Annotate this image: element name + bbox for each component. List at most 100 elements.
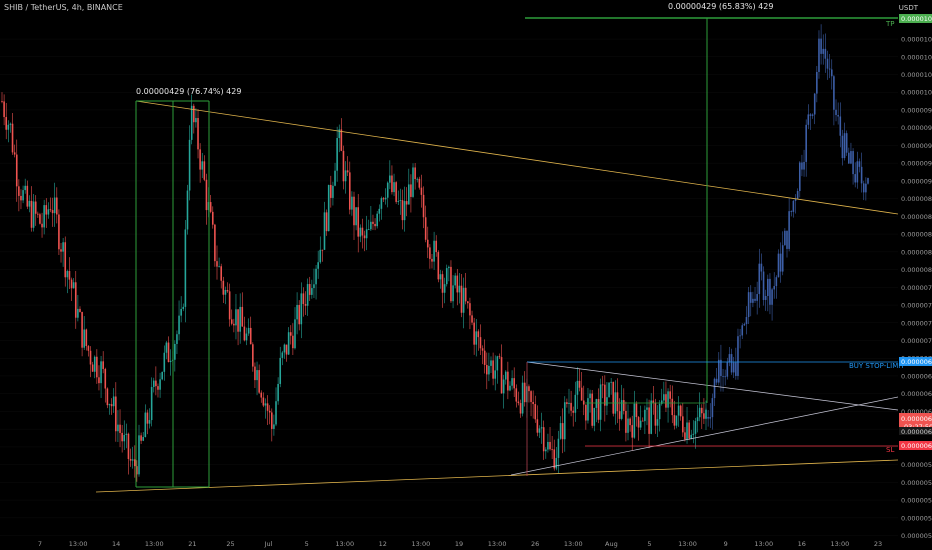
candle bbox=[308, 276, 311, 301]
y-tick-label: 0.00001040 bbox=[901, 53, 932, 61]
candle bbox=[696, 405, 699, 433]
candle bbox=[395, 181, 397, 204]
sl-price-badge[interactable]: 0.00000604 bbox=[899, 441, 932, 450]
candle bbox=[618, 398, 621, 431]
candle bbox=[72, 278, 75, 289]
y-tick-label: 0.00000740 bbox=[901, 319, 932, 327]
x-tick-label: 13:00 bbox=[831, 540, 850, 548]
candle bbox=[353, 191, 355, 240]
candle bbox=[300, 282, 303, 339]
x-tick-label: 13:00 bbox=[754, 540, 773, 548]
projection-candle bbox=[781, 231, 784, 276]
candle bbox=[241, 292, 244, 327]
candle bbox=[509, 381, 511, 392]
wedge-lower-line[interactable] bbox=[95, 459, 899, 493]
candle bbox=[146, 409, 149, 435]
candle bbox=[698, 392, 701, 422]
candle bbox=[445, 264, 448, 287]
projection-candle bbox=[745, 306, 748, 335]
candle bbox=[85, 328, 88, 351]
candle bbox=[365, 215, 368, 251]
projection-candle bbox=[839, 102, 842, 148]
candle bbox=[582, 385, 585, 416]
candle bbox=[186, 184, 189, 235]
candle bbox=[359, 224, 362, 243]
candle bbox=[77, 295, 79, 322]
triangle-lower-line[interactable] bbox=[510, 396, 899, 476]
candle bbox=[129, 448, 132, 467]
buy-price-badge[interactable]: 0.00000699 bbox=[899, 357, 932, 366]
wedge-upper-line[interactable] bbox=[135, 100, 899, 215]
candle bbox=[374, 218, 376, 231]
tp-price-badge[interactable]: 0.00001079 bbox=[899, 14, 932, 23]
candle bbox=[258, 364, 260, 394]
candle bbox=[547, 433, 549, 453]
candle bbox=[296, 292, 298, 335]
candle bbox=[431, 253, 433, 269]
candle bbox=[87, 344, 90, 357]
y-tick-label: 0.00000840 bbox=[901, 231, 932, 239]
candle bbox=[268, 405, 271, 425]
projection-candle bbox=[794, 194, 797, 214]
candle bbox=[7, 120, 10, 143]
projection-candle bbox=[756, 281, 758, 315]
candle bbox=[585, 404, 587, 430]
y-tick-label: 0.00000580 bbox=[901, 461, 932, 469]
projection-candle bbox=[790, 210, 793, 217]
x-tick-label: 9 bbox=[724, 540, 728, 548]
candle bbox=[483, 339, 486, 374]
projection-candle bbox=[707, 410, 709, 427]
projection-candle bbox=[720, 344, 722, 392]
candle bbox=[464, 272, 467, 305]
x-tick-label: 13:00 bbox=[412, 540, 431, 548]
candle bbox=[285, 344, 288, 362]
candle bbox=[633, 390, 636, 439]
candle bbox=[538, 425, 541, 438]
currency-label[interactable]: USDT bbox=[898, 4, 918, 12]
candle bbox=[614, 380, 617, 425]
candle bbox=[361, 218, 364, 249]
candle bbox=[201, 152, 204, 179]
candle bbox=[39, 212, 41, 225]
candle bbox=[317, 250, 319, 279]
projection-candle bbox=[845, 130, 848, 156]
candle bbox=[138, 424, 140, 477]
candle bbox=[264, 398, 267, 419]
candle bbox=[233, 318, 235, 333]
candle bbox=[49, 197, 52, 213]
candle bbox=[277, 377, 279, 405]
svg-text:0.00000634: 0.00000634 bbox=[901, 415, 932, 423]
y-tick-label: 0.00001000 bbox=[901, 89, 932, 97]
candle bbox=[511, 370, 513, 390]
candle bbox=[163, 345, 166, 381]
x-tick-label: 13:00 bbox=[488, 540, 507, 548]
projection-candle bbox=[749, 285, 752, 317]
current-low-badge[interactable]: 0.00000620 bbox=[899, 427, 932, 436]
candle bbox=[441, 270, 444, 308]
y-tick-label: 0.00000560 bbox=[901, 479, 932, 487]
time-axis: 7 13:00 14 13:00 21 25 Jul 5 13:00 12 13:00 19 13:00… bbox=[38, 540, 882, 548]
candle bbox=[433, 231, 435, 270]
candle bbox=[517, 391, 520, 406]
candle bbox=[591, 390, 593, 429]
projection-candle bbox=[858, 158, 861, 173]
y-tick-label: 0.00000720 bbox=[901, 337, 932, 345]
candle bbox=[606, 381, 608, 415]
candle bbox=[22, 185, 24, 204]
x-tick-label: 19 bbox=[455, 540, 463, 548]
candle bbox=[176, 330, 178, 355]
candle bbox=[416, 177, 419, 183]
triangle-upper-line[interactable] bbox=[526, 361, 899, 411]
x-tick-label: 5 bbox=[647, 540, 651, 548]
candle bbox=[89, 346, 92, 378]
candle bbox=[587, 388, 589, 424]
candle bbox=[705, 400, 707, 430]
candle bbox=[597, 388, 600, 424]
projection-candle bbox=[843, 122, 846, 161]
candle bbox=[62, 237, 64, 267]
candle bbox=[555, 446, 558, 471]
candle bbox=[325, 209, 328, 236]
candle bbox=[551, 435, 553, 459]
projection-candle bbox=[732, 356, 735, 379]
